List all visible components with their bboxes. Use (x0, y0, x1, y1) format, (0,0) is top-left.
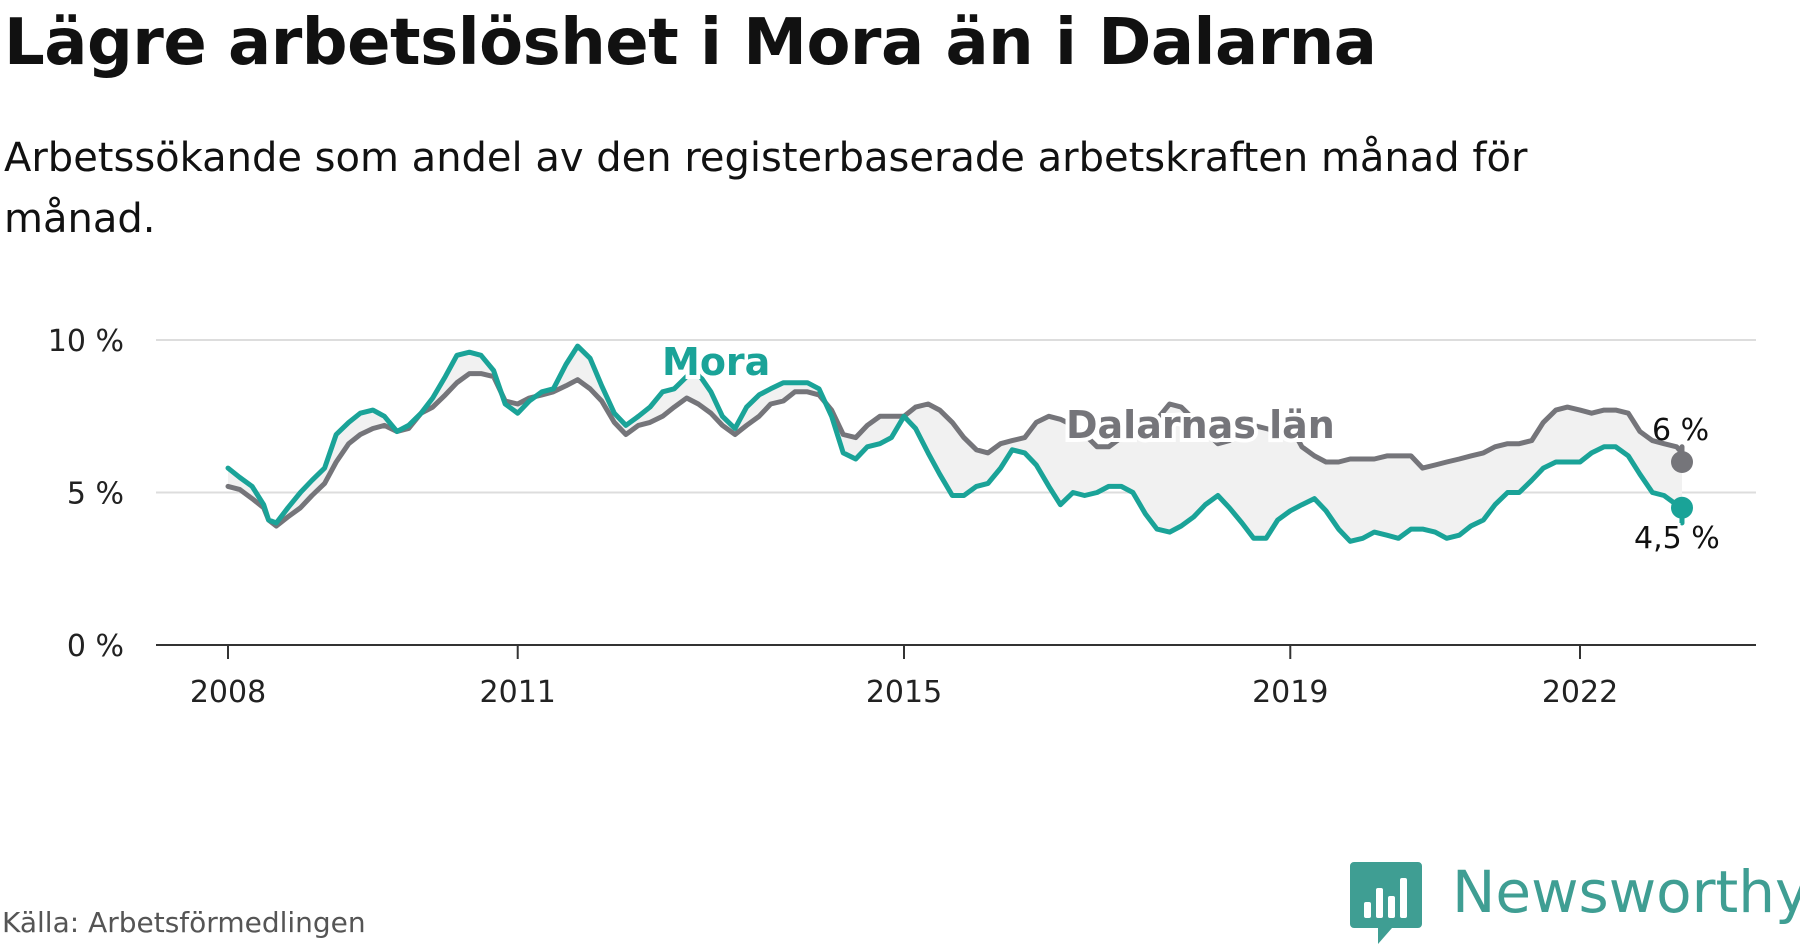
brand-name: Newsworthy (1452, 858, 1800, 926)
newsworthy-logo-icon (1350, 862, 1422, 944)
end-marker-mora (1671, 496, 1693, 519)
x-tick-label: 2022 (1542, 675, 1618, 710)
series-lines (225, 343, 1693, 544)
x-tick-label: 2015 (866, 675, 942, 710)
y-tick-label: 0 % (67, 629, 124, 664)
x-tick-label: 2011 (480, 675, 556, 710)
difference-band (228, 346, 1682, 542)
y-tick-label: 5 % (67, 477, 124, 512)
end-marker-dalarnas-lan (1671, 451, 1693, 473)
series-label-dalarnas-lan: Dalarnas län (1066, 403, 1335, 447)
chart-title: Lägre arbetslöshet i Mora än i Dalarna (4, 6, 1377, 80)
y-axis: 0 % 5 % 10 % (48, 324, 124, 664)
series-label-mora: Mora (662, 340, 770, 384)
source-note: Källa: Arbetsförmedlingen (2, 906, 366, 939)
x-tick-label: 2019 (1252, 675, 1328, 710)
end-value-mora: 4,5 % (1634, 521, 1720, 556)
y-tick-label: 10 % (48, 324, 124, 359)
series-labels: Dalarnas län Mora 6 % 4,5 % (658, 336, 1723, 559)
newsworthy-logo: Newsworthy (1348, 858, 1800, 948)
series-line-dalarnas-lan (225, 371, 1685, 529)
series-line-mora (225, 343, 1685, 544)
x-tick-label: 2008 (190, 675, 266, 710)
x-axis: 2008 2011 2015 2019 2022 (190, 645, 1618, 710)
chart-subtitle: Arbetssökande som andel av den registerb… (4, 135, 1528, 242)
end-value-dalarnas-lan: 6 % (1652, 413, 1709, 448)
